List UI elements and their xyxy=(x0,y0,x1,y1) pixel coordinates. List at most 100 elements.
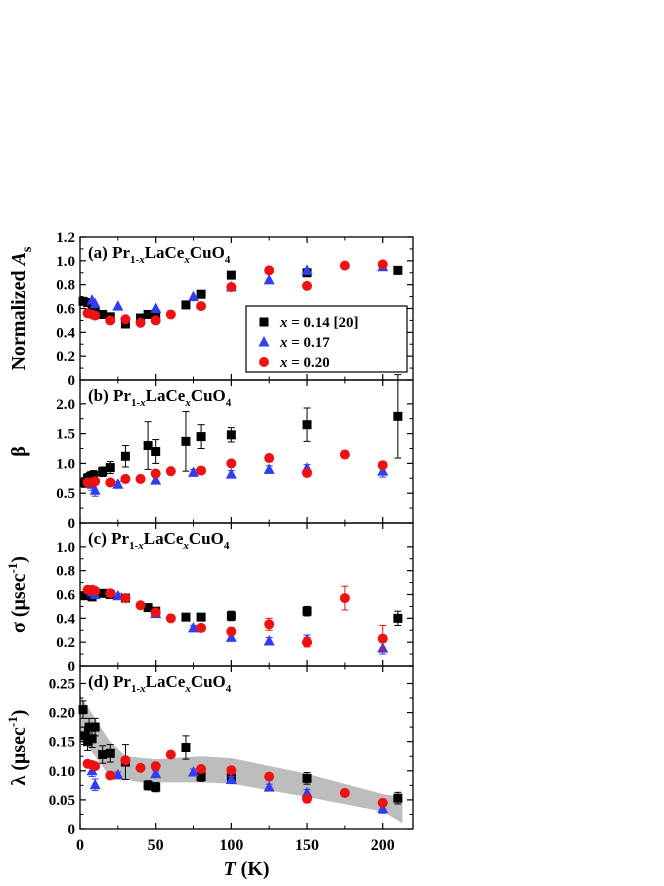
marker-triangle-x017 xyxy=(188,466,200,477)
marker-circle-x020 xyxy=(105,588,116,599)
marker-circle-x020 xyxy=(135,600,146,611)
marker-circle-x020 xyxy=(226,765,237,776)
marker-circle-x020 xyxy=(165,749,176,760)
panel-title-sub-x: x xyxy=(138,254,145,266)
marker-circle-x020 xyxy=(105,770,116,781)
plot-frame xyxy=(79,665,414,830)
marker-circle-x020 xyxy=(302,467,313,478)
legend-text: = 0.14 [20] xyxy=(288,315,359,331)
marker-triangle-x017 xyxy=(258,336,270,347)
marker-square-x014 xyxy=(181,436,191,446)
marker-circle-x020 xyxy=(150,315,161,326)
marker-triangle-x017 xyxy=(150,767,162,779)
marker-circle-x020 xyxy=(264,771,275,782)
panel-title-sub-x2: x xyxy=(184,397,191,409)
marker-square-x014 xyxy=(78,296,88,306)
panel-title-tag: (c) Pr xyxy=(88,529,130,548)
marker-square-x014 xyxy=(80,731,90,741)
marker-circle-x020 xyxy=(135,762,146,773)
marker-triangle-x017 xyxy=(225,631,237,642)
panel-title-sub-4: 4 xyxy=(224,540,230,552)
panel-title-sub-x2: x xyxy=(182,540,189,552)
marker-square-x014 xyxy=(98,467,108,477)
marker-square-x014 xyxy=(196,772,206,782)
marker-circle-x020 xyxy=(196,764,207,775)
marker-square-x014 xyxy=(226,430,236,440)
marker-square-x014 xyxy=(259,317,269,327)
y-label-main: σ (μsec xyxy=(8,573,30,633)
marker-circle-x020 xyxy=(135,317,146,328)
panel-title-sub-4: 4 xyxy=(225,254,231,266)
legend-label: x = 0.14 [20] xyxy=(279,315,359,331)
x-tick-label: 50 xyxy=(148,837,164,854)
panel-title-lace: LaCe xyxy=(144,529,184,548)
marker-square-x014 xyxy=(143,780,153,790)
marker-square-x014 xyxy=(151,447,161,456)
y-tick-label: 0.6 xyxy=(56,588,75,604)
y-label-main: λ (μsec xyxy=(8,727,30,785)
marker-square-x014 xyxy=(105,748,115,758)
y-tick-label: 0 xyxy=(68,659,76,675)
marker-triangle-x017 xyxy=(112,478,124,489)
marker-circle-x020 xyxy=(196,622,207,633)
panel-title-cuo: CuO xyxy=(191,386,226,405)
marker-circle-x020 xyxy=(120,755,131,766)
marker-square-x014 xyxy=(98,749,108,759)
marker-circle-x020 xyxy=(90,761,101,772)
marker-circle-x020 xyxy=(259,357,269,367)
y-tick-label: 0.2 xyxy=(56,635,75,651)
y-axis-label: β xyxy=(8,446,30,457)
panel-title-sub-x: x xyxy=(137,540,144,552)
y-label-symbol: A xyxy=(8,252,30,267)
marker-triangle-x017 xyxy=(377,802,389,814)
marker-triangle-x017 xyxy=(225,773,237,785)
panel-title-tag: (d) Pr xyxy=(88,672,131,691)
marker-square-x014 xyxy=(302,606,312,616)
y-tick-label: 0.2 xyxy=(56,349,75,365)
y-label-superscript: -1 xyxy=(5,716,20,727)
y-tick-label: 0.4 xyxy=(56,325,75,341)
panel-title-cuo: CuO xyxy=(191,672,226,691)
y-axis-label: σ (μsec-1) xyxy=(5,556,30,633)
y-tick-label: 0.5 xyxy=(56,486,75,502)
y-label-tail: ) xyxy=(8,556,30,563)
marker-circle-x020 xyxy=(339,449,350,460)
marker-square-x014 xyxy=(196,612,206,622)
legend-x: x xyxy=(279,315,288,331)
y-tick-label: 1.0 xyxy=(56,540,75,556)
marker-circle-x020 xyxy=(135,473,146,484)
marker-circle-x020 xyxy=(150,468,161,479)
marker-square-x014 xyxy=(90,722,100,732)
y-label-main: β xyxy=(8,446,30,457)
marker-circle-x020 xyxy=(377,797,388,808)
y-tick-label: 0.6 xyxy=(56,302,75,318)
marker-square-x014 xyxy=(78,705,88,715)
y-tick-label: 0 xyxy=(68,822,76,838)
marker-triangle-x017 xyxy=(89,484,101,495)
marker-circle-x020 xyxy=(90,585,101,596)
y-tick-label: 0.4 xyxy=(56,611,75,627)
marker-circle-x020 xyxy=(120,473,131,484)
marker-triangle-x017 xyxy=(89,297,101,309)
y-tick-label: 0.05 xyxy=(49,793,75,809)
panel-title: (d) Pr1-xLaCexCuO4 xyxy=(88,672,232,695)
marker-circle-x020 xyxy=(226,282,237,293)
marker-square-x014 xyxy=(151,782,161,792)
marker-circle-x020 xyxy=(377,259,388,270)
marker-square-x014 xyxy=(143,441,153,451)
legend-x: x xyxy=(279,355,288,371)
marker-square-x014 xyxy=(151,309,161,319)
marker-triangle-x017 xyxy=(263,273,275,285)
marker-circle-x020 xyxy=(302,280,313,291)
legend: x = 0.14 [20]x = 0.17x = 0.20 xyxy=(245,305,408,373)
marker-square-x014 xyxy=(143,603,153,613)
marker-circle-x020 xyxy=(150,761,161,772)
marker-square-x014 xyxy=(196,289,206,299)
marker-square-x014 xyxy=(98,309,108,319)
y-tick-label: 0.8 xyxy=(56,564,75,580)
marker-triangle-x017 xyxy=(263,463,275,474)
panel-title-sub: 1- xyxy=(130,254,140,266)
panel-title-sub-4: 4 xyxy=(226,683,232,695)
marker-square-x014 xyxy=(120,451,130,461)
